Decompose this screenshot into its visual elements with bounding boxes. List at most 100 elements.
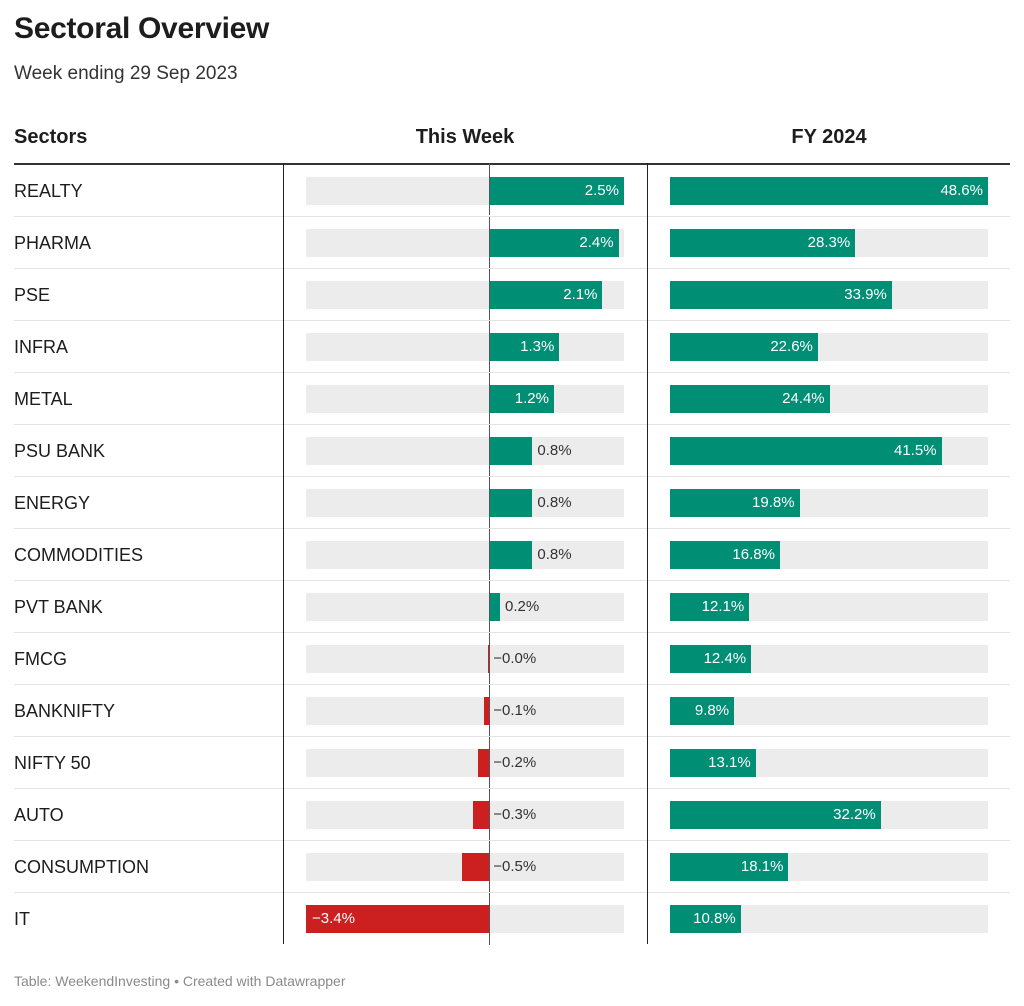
- fy-bar-track: 16.8%: [670, 541, 988, 569]
- week-value-label: −0.1%: [493, 702, 537, 719]
- fy-value-label: 16.8%: [732, 546, 775, 563]
- row-divider: [14, 528, 1010, 529]
- column-header-sectors: Sectors: [14, 126, 88, 148]
- table-row: INFRA 1.3% 22.6%: [0, 321, 1024, 373]
- week-bar-track: −0.2%: [306, 749, 624, 777]
- week-value-label: −3.4%: [312, 910, 355, 927]
- fy-bar-track: 41.5%: [670, 437, 988, 465]
- row-divider: [14, 580, 1010, 581]
- week-bar-track: −3.4%: [306, 905, 624, 933]
- week-bar: [489, 333, 560, 361]
- week-bar-track: −0.0%: [306, 645, 624, 673]
- fy-bar: [670, 905, 741, 933]
- fy-bar-track: 24.4%: [670, 385, 988, 413]
- fy-value-label: 9.8%: [694, 702, 730, 719]
- sector-name: COMMODITIES: [14, 545, 143, 565]
- week-bar: [487, 645, 490, 673]
- zero-line: [488, 789, 490, 841]
- week-bar: [489, 593, 501, 621]
- row-divider: [14, 320, 1010, 321]
- row-divider: [14, 788, 1010, 789]
- row-divider: [14, 840, 1010, 841]
- fy-bar-track: 33.9%: [670, 281, 988, 309]
- chart-subtitle: Week ending 29 Sep 2023: [14, 63, 238, 84]
- week-bar: [489, 489, 533, 517]
- table-row: BANKNIFTY −0.1% 9.8%: [0, 685, 1024, 737]
- week-bar-track: 0.8%: [306, 541, 624, 569]
- fy-bar: [670, 749, 756, 777]
- fy-value-label: 48.6%: [940, 182, 983, 199]
- week-bar-track: 2.4%: [306, 229, 624, 257]
- sector-name: PSU BANK: [14, 441, 106, 461]
- fy-value-label: 19.8%: [752, 494, 795, 511]
- week-value-label: 0.8%: [537, 546, 572, 563]
- row-divider: [14, 268, 1010, 269]
- zero-line: [488, 217, 490, 269]
- sector-name: IT: [14, 909, 30, 929]
- table-row: IT −3.4% 10.8%: [0, 893, 1024, 945]
- fy-bar-track: 19.8%: [670, 489, 988, 517]
- week-bar: [489, 281, 603, 309]
- fy-bar-track: 9.8%: [670, 697, 988, 725]
- column-header-this-week: This Week: [415, 126, 515, 148]
- table-row: ENERGY 0.8% 19.8%: [0, 477, 1024, 529]
- sector-name: METAL: [14, 389, 73, 409]
- week-value-label: 0.8%: [537, 494, 572, 511]
- zero-line: [488, 685, 490, 737]
- fy-bar-track: 13.1%: [670, 749, 988, 777]
- fy-value-label: 28.3%: [807, 234, 851, 251]
- row-divider: [14, 424, 1010, 425]
- fy-bar: [670, 333, 818, 361]
- sector-name: PSE: [14, 285, 51, 305]
- header-divider: [14, 163, 1010, 165]
- row-divider: [14, 632, 1010, 633]
- table-row: AUTO −0.3% 32.2%: [0, 789, 1024, 841]
- sector-name: CONSUMPTION: [14, 857, 149, 877]
- week-value-label: 1.3%: [520, 338, 555, 355]
- fy-value-label: 12.1%: [701, 598, 745, 615]
- week-value-label: −0.3%: [493, 806, 537, 823]
- fy-bar: [670, 489, 800, 517]
- week-bar: [483, 697, 490, 725]
- week-value-label: −0.0%: [493, 650, 537, 667]
- fy-bar: [670, 541, 780, 569]
- zero-line: [488, 841, 490, 893]
- fy-value-label: 33.9%: [844, 286, 887, 303]
- zero-line: [488, 893, 490, 945]
- table-row: PVT BANK 0.2% 12.1%: [0, 581, 1024, 633]
- zero-line: [488, 425, 490, 477]
- zero-line: [488, 633, 490, 685]
- sector-name: FMCG: [14, 649, 67, 669]
- week-bar-track: −0.1%: [306, 697, 624, 725]
- sector-name: NIFTY 50: [14, 753, 91, 773]
- fy-value-label: 41.5%: [894, 442, 937, 459]
- fy-bar-track: 18.1%: [670, 853, 988, 881]
- fy-bar-track: 48.6%: [670, 177, 988, 205]
- fy-value-label: 32.2%: [833, 806, 876, 823]
- fy-value-label: 13.1%: [708, 754, 751, 771]
- fy-bar-track: 32.2%: [670, 801, 988, 829]
- fy-bar: [670, 177, 988, 205]
- chart-title: Sectoral Overview: [14, 12, 270, 45]
- fy-bar: [670, 801, 881, 829]
- fy-value-label: 18.1%: [740, 858, 784, 875]
- zero-line: [488, 269, 490, 321]
- week-bar-track: −0.3%: [306, 801, 624, 829]
- row-divider: [14, 216, 1010, 217]
- row-divider: [14, 476, 1010, 477]
- fy-bar: [670, 385, 830, 413]
- fy-value-label: 12.4%: [703, 650, 747, 667]
- row-divider: [14, 684, 1010, 685]
- table-row: NIFTY 50 −0.2% 13.1%: [0, 737, 1024, 789]
- sector-name: INFRA: [14, 337, 68, 357]
- sector-name: PVT BANK: [14, 597, 103, 617]
- week-bar: [489, 437, 533, 465]
- row-divider: [14, 372, 1010, 373]
- fy-value-label: 10.8%: [693, 910, 736, 927]
- week-bar: [306, 905, 490, 933]
- fy-bar: [670, 281, 892, 309]
- zero-line: [488, 529, 490, 581]
- week-bar-track: 0.8%: [306, 489, 624, 517]
- week-value-label: 2.1%: [563, 286, 598, 303]
- week-value-label: 0.2%: [505, 598, 540, 615]
